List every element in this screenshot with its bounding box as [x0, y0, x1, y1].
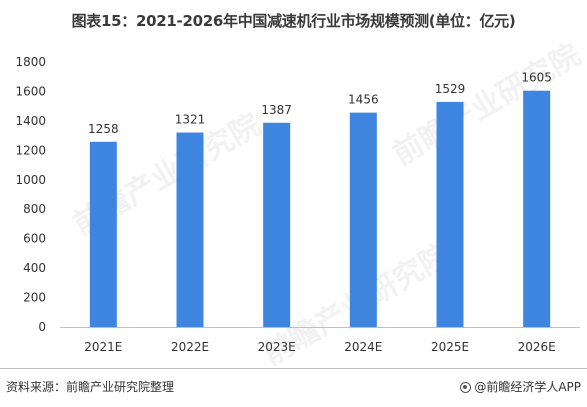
source-note: 资料来源：前瞻产业研究院整理 [6, 380, 175, 394]
bar-value-label: 1258 [88, 122, 119, 136]
y-tick-label: 800 [23, 202, 46, 216]
y-tick-label: 1000 [15, 173, 46, 187]
bar-value-label: 1529 [435, 82, 466, 96]
bar [523, 90, 551, 327]
y-tick-label: 200 [23, 291, 46, 305]
y-tick-label: 400 [23, 261, 46, 275]
y-tick-label: 0 [38, 320, 46, 334]
bar [436, 101, 464, 328]
chart-title: 图表15：2021-2026年中国减速机行业市场规模预测(单位：亿元) [71, 12, 516, 30]
y-tick-label: 1200 [15, 143, 46, 157]
bar-value-label: 1387 [261, 103, 292, 117]
y-tick-label: 600 [23, 232, 46, 246]
brand-label: @前瞻经济学人APP [474, 380, 581, 394]
y-tick-label: 1600 [15, 84, 46, 98]
bar-chart: 0 200 400 600 800 1000 1200 1400 1600 1800 1258 202… [15, 55, 580, 354]
bar [89, 141, 117, 327]
brand-logo-icon [460, 382, 472, 393]
bar-value-label: 1321 [175, 113, 206, 127]
y-tick-label: 1400 [15, 114, 46, 128]
footer: 资料来源：前瞻产业研究院整理 @前瞻经济学人APP [0, 368, 587, 407]
bar [263, 122, 291, 327]
y-tick-label: 1800 [15, 55, 46, 69]
x-tick-label: 2021E [84, 340, 122, 354]
x-tick-label: 2025E [431, 340, 469, 354]
brand-credit: @前瞻经济学人APP [460, 378, 581, 395]
bar-value-label: 1456 [348, 93, 379, 107]
bar [349, 112, 377, 328]
x-tick-label: 2022E [171, 340, 209, 354]
bar [176, 132, 204, 327]
bar-value-label: 1605 [521, 71, 552, 85]
x-tick-label: 2024E [344, 340, 382, 354]
x-tick-label: 2023E [258, 340, 296, 354]
x-tick-label: 2026E [518, 340, 556, 354]
footer-divider [0, 368, 587, 369]
